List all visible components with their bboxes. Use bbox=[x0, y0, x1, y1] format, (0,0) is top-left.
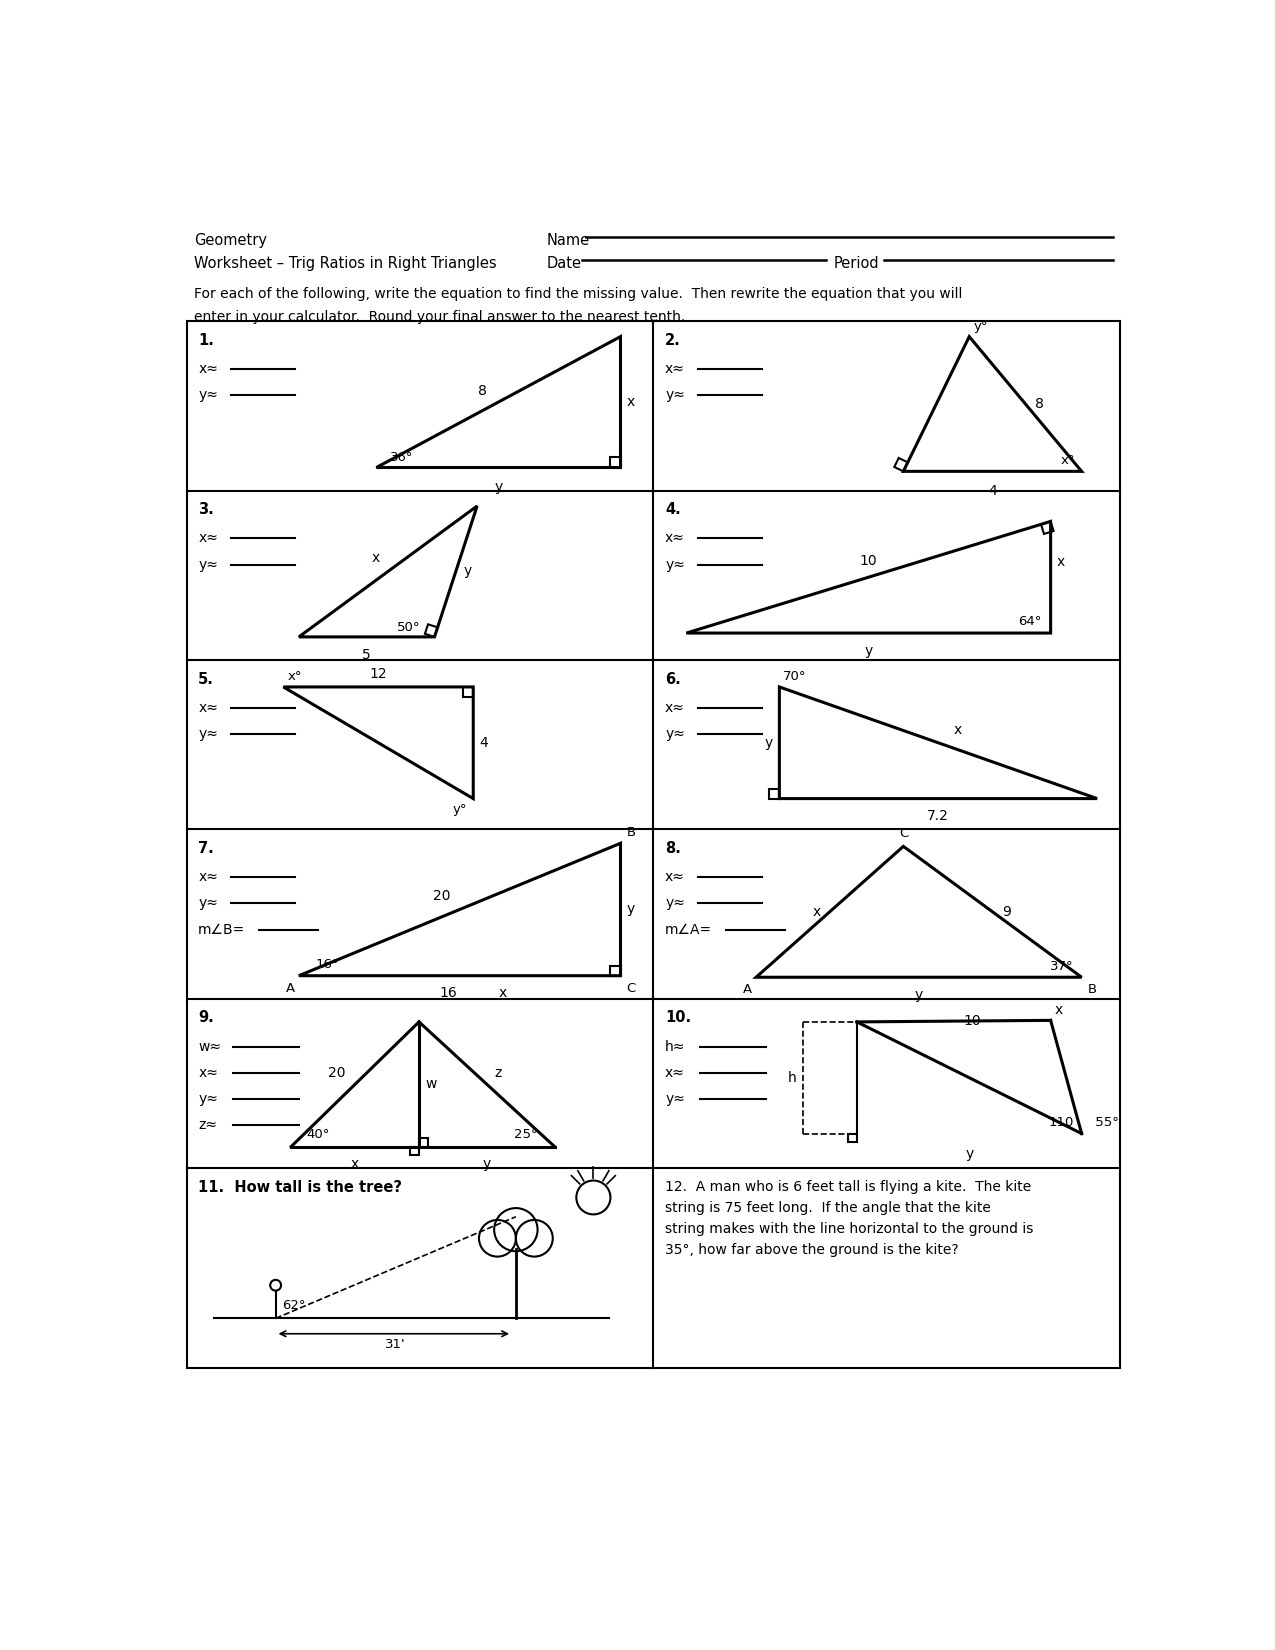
Text: 10: 10 bbox=[859, 554, 877, 568]
Text: y: y bbox=[864, 644, 872, 658]
Text: x: x bbox=[812, 904, 820, 919]
Text: y≈: y≈ bbox=[666, 1092, 685, 1106]
Text: z: z bbox=[495, 1066, 502, 1081]
Text: y°: y° bbox=[973, 320, 988, 333]
Text: x≈: x≈ bbox=[666, 1066, 685, 1079]
Text: y≈: y≈ bbox=[666, 388, 685, 403]
Text: 16: 16 bbox=[439, 987, 456, 1000]
Text: 9: 9 bbox=[1002, 904, 1011, 919]
Text: 20: 20 bbox=[328, 1066, 346, 1081]
Text: y≈: y≈ bbox=[666, 558, 685, 571]
Text: x: x bbox=[1054, 1003, 1063, 1016]
Text: 4.: 4. bbox=[666, 502, 681, 516]
Text: 1.: 1. bbox=[198, 333, 214, 348]
Text: 4: 4 bbox=[479, 736, 488, 749]
Text: 55°: 55° bbox=[1074, 1115, 1118, 1129]
Text: 31': 31' bbox=[385, 1338, 405, 1351]
Text: 4: 4 bbox=[988, 483, 997, 498]
Text: x°: x° bbox=[287, 670, 302, 683]
Text: C: C bbox=[627, 982, 636, 995]
Text: x≈: x≈ bbox=[666, 361, 685, 376]
Text: m∠B=: m∠B= bbox=[198, 922, 245, 937]
Text: x: x bbox=[499, 987, 506, 1000]
Text: y: y bbox=[914, 988, 923, 1002]
Text: h: h bbox=[788, 1071, 797, 1084]
Text: B: B bbox=[627, 827, 636, 840]
Text: 6.: 6. bbox=[666, 672, 681, 686]
Text: 62°: 62° bbox=[282, 1299, 305, 1312]
Text: 5.: 5. bbox=[198, 672, 214, 686]
Text: For each of the following, write the equation to find the missing value.  Then r: For each of the following, write the equ… bbox=[194, 287, 963, 300]
Text: 70°: 70° bbox=[783, 670, 807, 683]
Text: 9.: 9. bbox=[198, 1010, 214, 1025]
Text: 10.: 10. bbox=[666, 1010, 691, 1025]
Text: y≈: y≈ bbox=[198, 896, 218, 911]
Text: 20: 20 bbox=[434, 889, 450, 903]
Text: y: y bbox=[965, 1147, 973, 1162]
Text: 7.: 7. bbox=[198, 842, 214, 856]
Text: Name: Name bbox=[547, 233, 590, 248]
Text: 110: 110 bbox=[1048, 1115, 1074, 1129]
Text: w≈: w≈ bbox=[198, 1040, 221, 1054]
Text: y°: y° bbox=[453, 804, 467, 817]
Text: x°: x° bbox=[1061, 454, 1075, 467]
Text: y: y bbox=[483, 1157, 491, 1171]
Text: x: x bbox=[1057, 554, 1065, 569]
Text: 25°: 25° bbox=[514, 1129, 538, 1142]
Text: Worksheet – Trig Ratios in Right Triangles: Worksheet – Trig Ratios in Right Triangl… bbox=[194, 256, 497, 271]
Text: y: y bbox=[495, 480, 502, 493]
Text: y≈: y≈ bbox=[198, 728, 218, 741]
Text: y≈: y≈ bbox=[198, 558, 218, 571]
Text: y: y bbox=[627, 903, 635, 916]
Text: z≈: z≈ bbox=[198, 1119, 217, 1132]
Text: y≈: y≈ bbox=[198, 388, 218, 403]
Text: x≈: x≈ bbox=[666, 701, 685, 714]
Text: enter in your calculator.  Round your final answer to the nearest tenth.: enter in your calculator. Round your fin… bbox=[194, 310, 686, 323]
Text: A: A bbox=[286, 982, 295, 995]
Text: Geometry: Geometry bbox=[194, 233, 268, 248]
Text: y≈: y≈ bbox=[666, 896, 685, 911]
Text: 16°: 16° bbox=[316, 959, 339, 972]
Text: 7.2: 7.2 bbox=[927, 810, 949, 823]
Text: x≈: x≈ bbox=[198, 531, 218, 546]
Text: m∠A=: m∠A= bbox=[666, 922, 713, 937]
Text: x: x bbox=[954, 723, 963, 736]
Text: 36°: 36° bbox=[390, 450, 414, 464]
Text: 2.: 2. bbox=[666, 333, 681, 348]
Text: x≈: x≈ bbox=[198, 701, 218, 714]
Text: Date: Date bbox=[547, 256, 581, 271]
Text: 11.  How tall is the tree?: 11. How tall is the tree? bbox=[198, 1180, 402, 1195]
Text: 50°: 50° bbox=[397, 620, 421, 634]
Text: 3.: 3. bbox=[198, 502, 214, 516]
Text: C: C bbox=[899, 827, 908, 840]
Text: y≈: y≈ bbox=[666, 728, 685, 741]
Text: 12.  A man who is 6 feet tall is flying a kite.  The kite
string is 75 feet long: 12. A man who is 6 feet tall is flying a… bbox=[666, 1180, 1034, 1257]
Text: x≈: x≈ bbox=[666, 870, 685, 884]
Text: 8.: 8. bbox=[666, 842, 681, 856]
Text: x≈: x≈ bbox=[198, 870, 218, 884]
Text: 64°: 64° bbox=[1017, 615, 1042, 629]
Text: x≈: x≈ bbox=[198, 1066, 218, 1079]
Text: x: x bbox=[627, 394, 635, 409]
Text: y: y bbox=[464, 564, 472, 579]
Text: h≈: h≈ bbox=[666, 1040, 686, 1054]
Text: 8: 8 bbox=[478, 384, 487, 398]
Text: x≈: x≈ bbox=[666, 531, 685, 546]
Text: 37°: 37° bbox=[1051, 960, 1074, 972]
Text: 40°: 40° bbox=[306, 1129, 330, 1142]
Text: A: A bbox=[743, 983, 752, 997]
Text: w: w bbox=[425, 1077, 436, 1091]
Text: Period: Period bbox=[834, 256, 880, 271]
Text: 10: 10 bbox=[963, 1015, 980, 1028]
Text: 12: 12 bbox=[370, 667, 388, 681]
Text: x: x bbox=[372, 551, 380, 566]
Text: 5: 5 bbox=[362, 648, 371, 662]
Text: y: y bbox=[765, 736, 773, 749]
Text: x≈: x≈ bbox=[198, 361, 218, 376]
Text: y≈: y≈ bbox=[198, 1092, 218, 1106]
Text: x: x bbox=[351, 1157, 360, 1171]
Text: B: B bbox=[1088, 983, 1096, 997]
Text: 8: 8 bbox=[1035, 398, 1044, 411]
